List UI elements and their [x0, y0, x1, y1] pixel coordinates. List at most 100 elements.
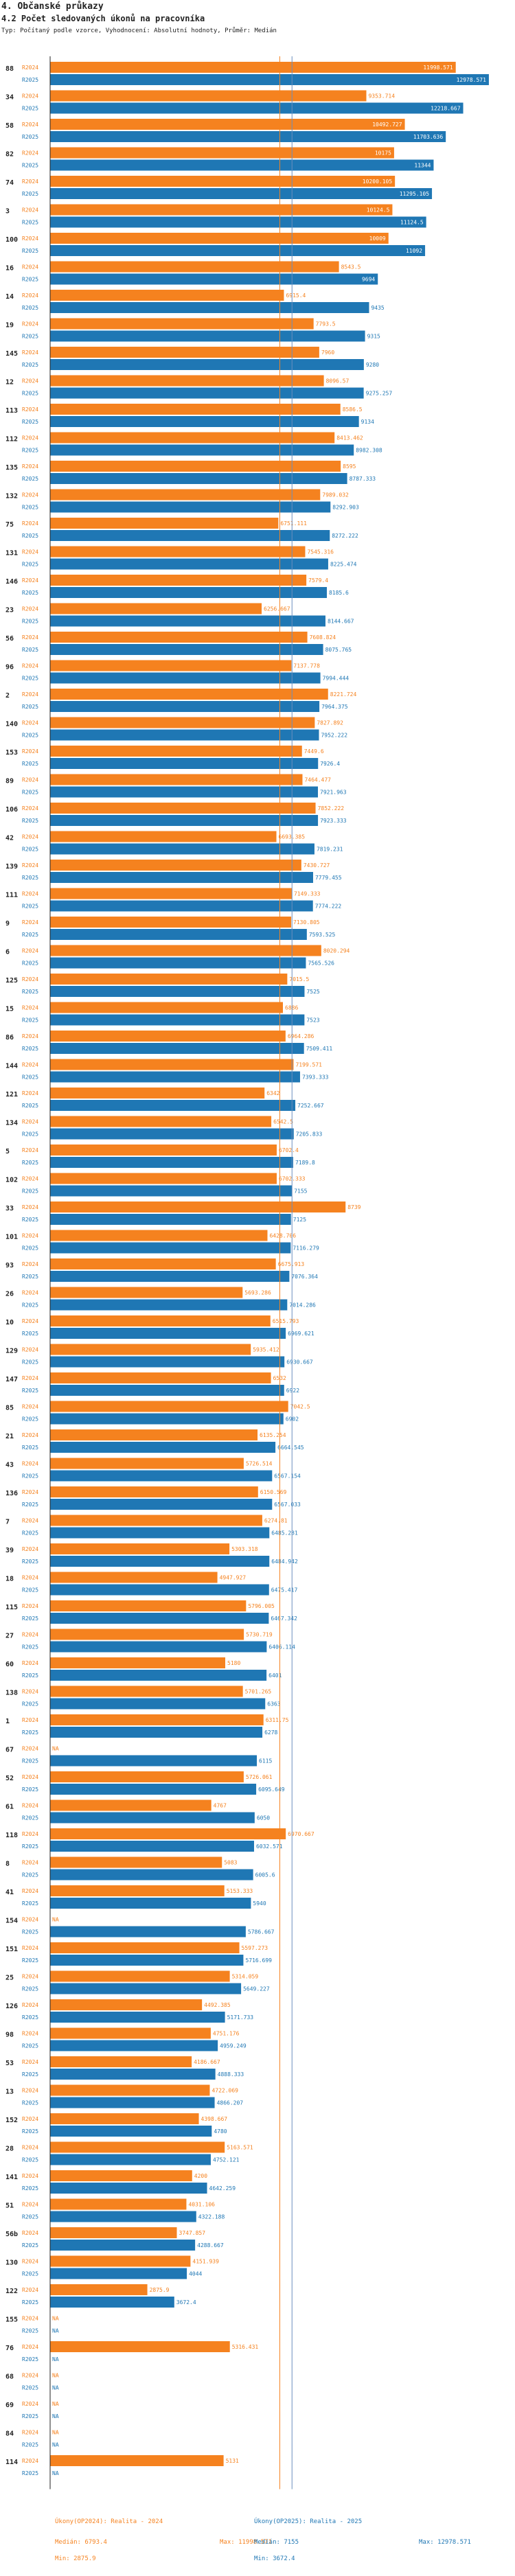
- bar-2024: [50, 945, 321, 956]
- category-label: 102: [5, 1177, 18, 1184]
- bar-2025: [50, 1356, 285, 1368]
- legend-2025-min: Min: 3672.4: [254, 2555, 295, 2562]
- category-label: 69: [5, 2402, 14, 2409]
- value-label: 5701.265: [245, 1689, 272, 1695]
- category-label: 113: [5, 407, 18, 415]
- category-label: 84: [5, 2430, 14, 2438]
- series-tag: R2025: [22, 2043, 38, 2049]
- series-tag: R2025: [22, 1900, 38, 1907]
- bar-2024: [50, 147, 394, 159]
- bar-2025: [50, 2211, 196, 2222]
- series-tag: R2025: [22, 2214, 38, 2220]
- value-label: 7149.333: [294, 891, 321, 897]
- value-label: 9435: [371, 305, 384, 311]
- series-tag: R2025: [22, 1074, 38, 1081]
- bar-2024: [50, 546, 306, 557]
- series-tag: R2024: [22, 1917, 38, 1923]
- bar-2024: [50, 831, 277, 842]
- bar-2025: [50, 872, 313, 883]
- bar-2025: [50, 2268, 187, 2279]
- value-label: NA: [52, 2442, 59, 2448]
- series-tag: R2025: [22, 676, 38, 682]
- value-label: 6467.342: [271, 1615, 297, 1622]
- series-tag: R2025: [22, 77, 38, 83]
- value-label: 8982.308: [356, 448, 382, 454]
- bar-2025: [50, 1869, 253, 1881]
- bar-2024: [50, 404, 341, 415]
- category-label: 21: [5, 1433, 14, 1440]
- bar-2025: [50, 530, 330, 541]
- value-label: 8096.57: [326, 378, 350, 384]
- series-tag: R2025: [22, 1672, 38, 1679]
- series-tag: R2025: [22, 305, 38, 311]
- series-tag: R2025: [22, 647, 38, 653]
- value-label: 4866.207: [217, 2100, 244, 2106]
- bar-2025: [50, 131, 446, 142]
- category-label: 56: [5, 635, 14, 643]
- category-label: 154: [5, 1918, 18, 1925]
- value-label: 8144.667: [328, 619, 354, 625]
- bar-2024: [50, 2113, 199, 2124]
- value-label: 6567.033: [274, 1502, 301, 1508]
- value-label: 7130.805: [293, 919, 320, 925]
- category-label: 5: [5, 1148, 10, 1155]
- value-label: 8020.294: [323, 948, 350, 954]
- bar-2025: [50, 188, 433, 199]
- series-tag: R2024: [22, 1375, 38, 1381]
- series-tag: R2024: [22, 549, 38, 555]
- bar-2025: [50, 1499, 273, 1510]
- bar-2024: [50, 1657, 226, 1668]
- value-label: 6005.6: [255, 1872, 275, 1878]
- value-label: 9275.257: [366, 391, 393, 397]
- series-tag: R2025: [22, 1416, 38, 1423]
- series-tag: R2025: [22, 2271, 38, 2277]
- bar-2024: [50, 2056, 192, 2067]
- value-label: 6702.4: [279, 1147, 299, 1153]
- series-tag: R2025: [22, 391, 38, 397]
- category-label: 41: [5, 1889, 14, 1896]
- series-tag: R2024: [22, 1176, 38, 1182]
- series-tag: R2025: [22, 1786, 38, 1793]
- value-label: 7137.778: [293, 663, 320, 669]
- value-label: 6150.569: [260, 1489, 287, 1495]
- bar-2025: [50, 986, 305, 997]
- series-tag: R2025: [22, 1103, 38, 1109]
- series-tag: R2024: [22, 748, 38, 755]
- series-tag: R2025: [22, 1815, 38, 1821]
- value-label: 6515.793: [273, 1318, 299, 1324]
- value-label: 5693.286: [244, 1290, 271, 1296]
- bar-2024: [50, 432, 335, 444]
- series-tag: R2025: [22, 191, 38, 197]
- bar-2024: [50, 1287, 243, 1298]
- series-tag: R2024: [22, 2031, 38, 2037]
- series-tag: R2024: [22, 1974, 38, 1980]
- bar-2025: [50, 1784, 257, 1795]
- bar-2024: [50, 90, 367, 102]
- value-label: 6135.254: [260, 1432, 286, 1438]
- category-label: 132: [5, 493, 18, 501]
- series-tag: R2024: [22, 1546, 38, 1552]
- value-label: 8787.333: [350, 476, 376, 482]
- series-tag: R2024: [22, 463, 38, 470]
- bar-2024: [50, 1201, 346, 1212]
- series-tag: R2025: [22, 505, 38, 511]
- bar-2024: [50, 1088, 265, 1099]
- legend-2024-median: Medián: 6793.4: [55, 2539, 107, 2546]
- series-tag: R2025: [22, 2299, 38, 2305]
- bar-2025: [50, 1727, 263, 1738]
- value-label: 7116.279: [293, 1245, 319, 1252]
- bar-2024: [50, 917, 292, 928]
- series-tag: R2024: [22, 834, 38, 840]
- value-label: 6342: [266, 1090, 279, 1096]
- bar-2024: [50, 1515, 262, 1526]
- bar-2024: [50, 347, 319, 358]
- bar-2024: [50, 518, 279, 529]
- series-tag: R2024: [22, 2287, 38, 2293]
- value-label: 10200.105: [363, 179, 393, 185]
- value-label: 7989.032: [322, 492, 349, 498]
- series-tag: R2025: [22, 248, 38, 254]
- bar-2024: [50, 1543, 230, 1554]
- series-tag: R2025: [22, 1445, 38, 1451]
- category-label: 9: [5, 920, 10, 928]
- series-tag: R2024: [22, 1062, 38, 1068]
